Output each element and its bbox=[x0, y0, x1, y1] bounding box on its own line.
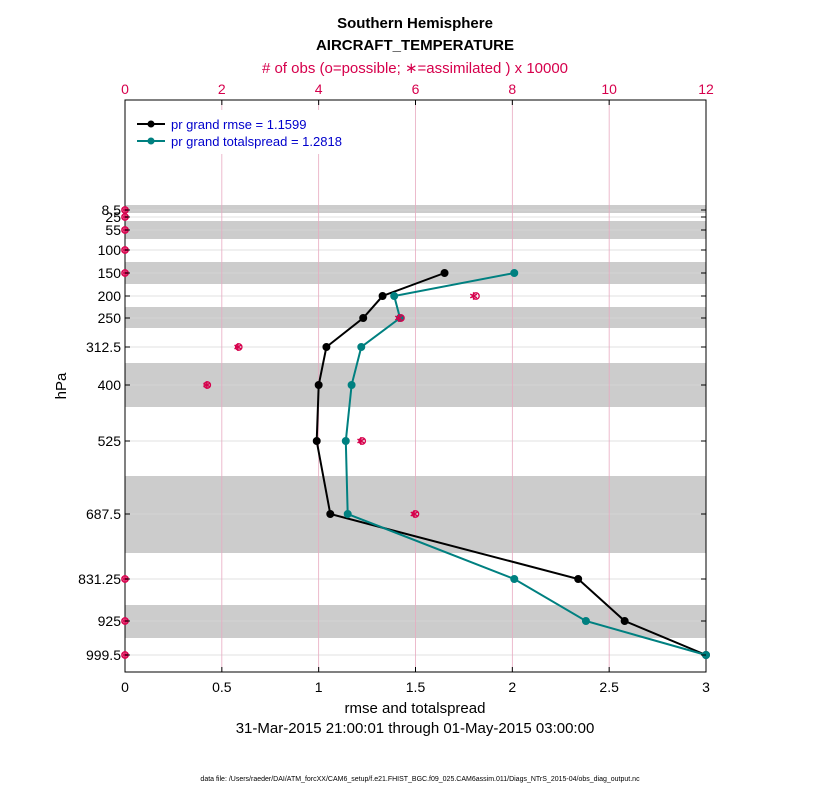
obs-assimilated-8 bbox=[203, 381, 211, 389]
top-tick-label-0: 0 bbox=[121, 81, 129, 97]
series-1-point-0 bbox=[510, 269, 519, 277]
legend-label-totalspread: pr grand totalspread = 1.2818 bbox=[171, 134, 342, 149]
y-tick-label-13: 999.5 bbox=[86, 647, 121, 663]
obs-assimilated-6 bbox=[394, 314, 403, 322]
y-tick-label-0: 8.5 bbox=[102, 202, 122, 218]
y-tick-label-12: 925 bbox=[98, 613, 122, 629]
series-0-point-4 bbox=[314, 381, 323, 389]
obs-assimilated-5 bbox=[469, 292, 478, 300]
series-1-point-6 bbox=[343, 510, 352, 518]
top-tick-label-3: 6 bbox=[412, 81, 420, 97]
series-line-0 bbox=[315, 272, 707, 656]
top-tick-label-2: 4 bbox=[315, 81, 323, 97]
series-1-point-8 bbox=[581, 617, 590, 625]
grid-lines bbox=[125, 100, 706, 672]
series-0-point-6 bbox=[326, 510, 335, 518]
obs-assimilated-6-stroke-2 bbox=[394, 315, 403, 321]
obs-possible-7 bbox=[234, 343, 243, 351]
x-tick-label-2: 1 bbox=[315, 679, 323, 695]
series-1-point-4 bbox=[347, 381, 356, 389]
top-tick-label-5: 10 bbox=[601, 81, 617, 97]
y-tick-label-11: 831.25 bbox=[78, 571, 121, 587]
top-tick-label-6: 12 bbox=[698, 81, 714, 97]
series-0-point-0 bbox=[440, 269, 449, 277]
data-file-footnote: data file: /Users/raeder/DAI/ATM_forcXX/… bbox=[200, 776, 640, 783]
y-tick-label-6: 250 bbox=[98, 310, 122, 326]
x-tick-label-1: 0.5 bbox=[212, 679, 232, 695]
series-1-point-1 bbox=[390, 292, 399, 300]
x-tick-label-0: 0 bbox=[121, 679, 129, 695]
y-tick-label-7: 312.5 bbox=[86, 339, 121, 355]
top-tick-label-4: 8 bbox=[508, 81, 516, 97]
y-tick-label-5: 200 bbox=[98, 288, 122, 304]
series-0-point-8 bbox=[620, 617, 629, 625]
series-0-point-5 bbox=[312, 437, 321, 445]
legend: pr grand rmse = 1.1599 pr grand totalspr… bbox=[131, 110, 377, 154]
y-tick-label-10: 687.5 bbox=[86, 506, 121, 522]
y-tick-label-4: 150 bbox=[98, 265, 122, 281]
top-axis-label: # of obs (o=possible; ∗=assimilated ) x … bbox=[262, 60, 568, 77]
obs-assimilated-10-stroke-2 bbox=[410, 511, 418, 517]
obs-possible-10 bbox=[411, 510, 420, 518]
legend-marker-totalspread bbox=[147, 137, 155, 145]
x-tick-label-6: 3 bbox=[702, 679, 710, 695]
series-0-point-7 bbox=[574, 575, 583, 583]
y-tick-label-3: 100 bbox=[98, 242, 122, 258]
x-axis-label: rmse and totalspread bbox=[345, 700, 486, 717]
date-range: 31-Mar-2015 21:00:01 through 01-May-2015… bbox=[236, 720, 595, 737]
series-1-point-7 bbox=[510, 575, 519, 583]
obs-count-layer bbox=[121, 206, 480, 659]
obs-assimilated-9-stroke-2 bbox=[357, 438, 365, 444]
y-tick-label-2: 55 bbox=[105, 222, 121, 238]
obs-assimilated-7 bbox=[234, 343, 242, 351]
obs-assimilated-7-stroke-2 bbox=[234, 344, 242, 350]
legend-label-rmse: pr grand rmse = 1.1599 bbox=[171, 117, 307, 132]
y-axis-label: hPa bbox=[53, 372, 70, 399]
y-tick-label-1: 25 bbox=[105, 209, 121, 225]
series-layer bbox=[312, 269, 710, 659]
y-tick-label-8: 400 bbox=[98, 377, 122, 393]
obs-assimilated-5-stroke-2 bbox=[469, 293, 478, 299]
series-0-point-1 bbox=[378, 292, 387, 300]
series-0-point-3 bbox=[322, 343, 331, 351]
chart-subtitle: AIRCRAFT_TEMPERATURE bbox=[316, 37, 514, 54]
series-0-point-2 bbox=[359, 314, 368, 322]
y-tick-label-9: 525 bbox=[98, 433, 122, 449]
obs-assimilated-9 bbox=[357, 437, 365, 445]
chart-title: Southern Hemisphere bbox=[337, 15, 493, 32]
legend-box bbox=[131, 110, 377, 154]
x-tick-label-3: 1.5 bbox=[406, 679, 426, 695]
x-tick-label-4: 2 bbox=[508, 679, 516, 695]
series-line-1 bbox=[344, 272, 707, 656]
obs-possible-9 bbox=[358, 437, 367, 445]
obs-assimilated-8-stroke-2 bbox=[203, 382, 211, 388]
series-1-point-3 bbox=[357, 343, 366, 351]
obs-assimilated-10 bbox=[410, 510, 418, 518]
top-tick-label-1: 2 bbox=[218, 81, 226, 97]
series-1-point-5 bbox=[341, 437, 350, 445]
x-tick-label-5: 2.5 bbox=[599, 679, 619, 695]
legend-marker-rmse bbox=[147, 120, 155, 128]
